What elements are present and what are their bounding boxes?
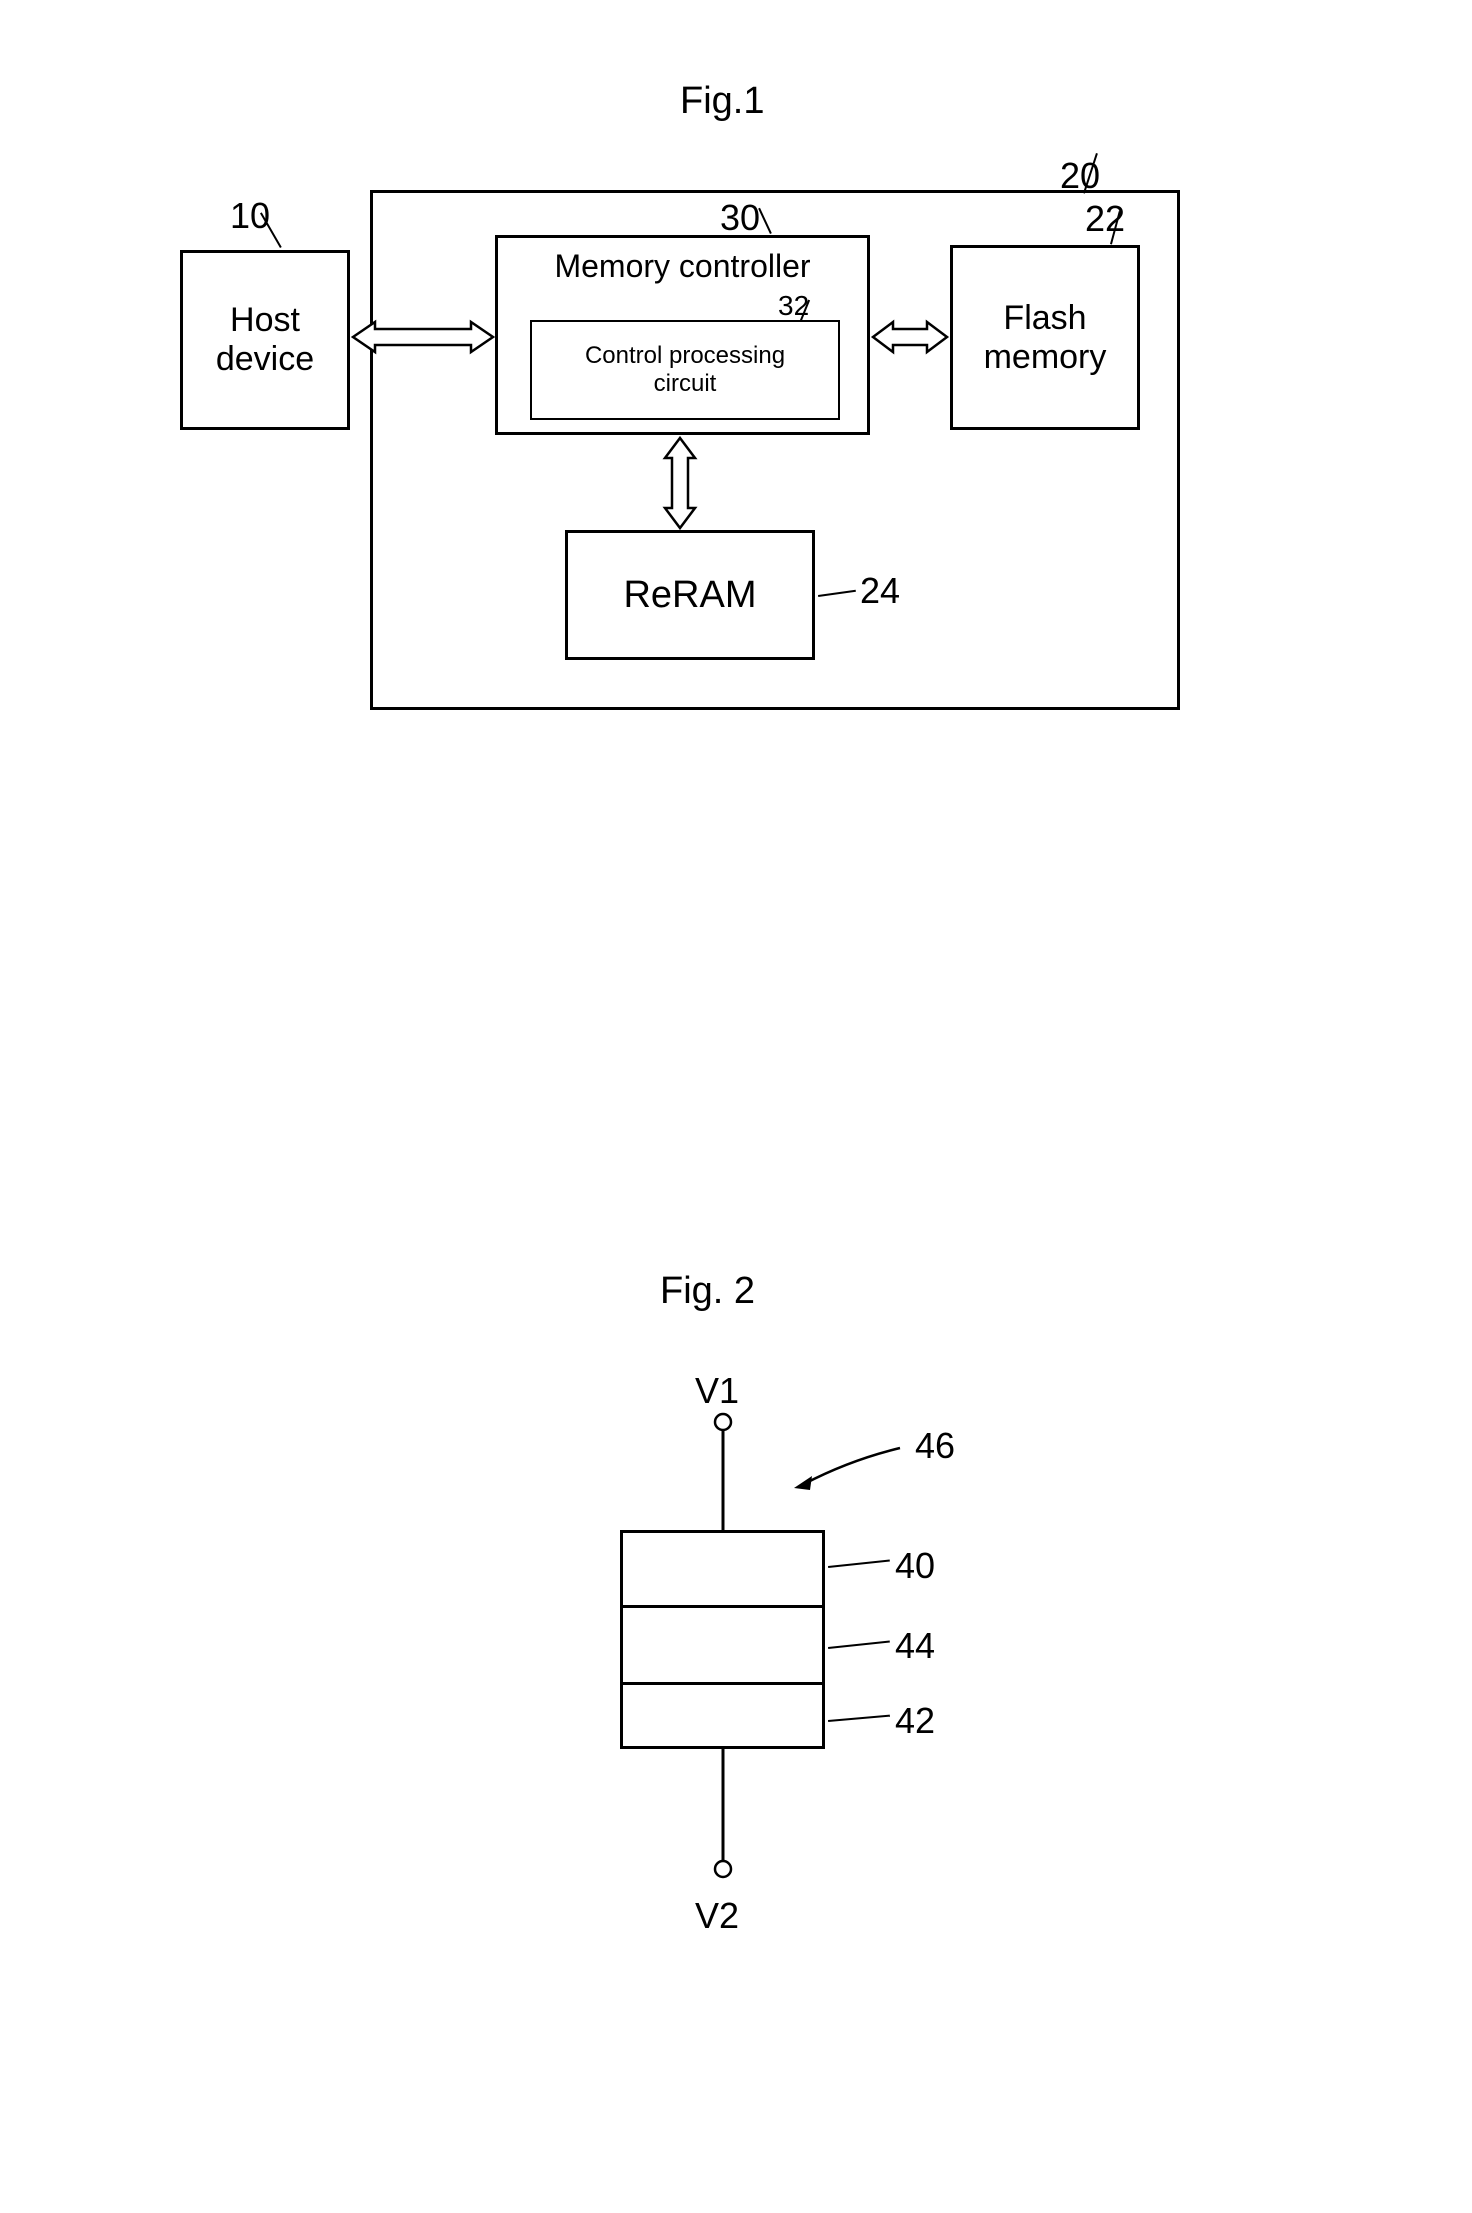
control-circuit-label-1: Control processing	[585, 342, 785, 370]
reram-label: ReRAM	[623, 574, 756, 617]
stack-layer-40	[620, 1530, 825, 1608]
arrow-controller-flash	[873, 320, 947, 354]
ref-42: 42	[895, 1700, 935, 1742]
arrow-controller-reram	[663, 438, 697, 528]
controller-label: Memory controller	[498, 248, 867, 285]
ref-40: 40	[895, 1545, 935, 1587]
ref-44: 44	[895, 1625, 935, 1667]
leader-44	[828, 1641, 890, 1649]
leader-42	[828, 1715, 890, 1722]
reram-box: ReRAM	[565, 530, 815, 660]
control-circuit-label-2: circuit	[654, 370, 717, 398]
ref-30: 30	[720, 197, 760, 239]
fig1-title: Fig.1	[680, 80, 764, 123]
ref-22: 22	[1085, 198, 1125, 240]
control-circuit-box: Control processing circuit	[530, 320, 840, 420]
v2-label: V2	[695, 1895, 739, 1937]
arrow-46	[790, 1440, 910, 1495]
host-label-1: Host	[230, 301, 300, 340]
host-label-2: device	[216, 340, 314, 379]
host-device-box: Host device	[180, 250, 350, 430]
stack-layer-44	[620, 1605, 825, 1685]
flash-label-2: memory	[984, 338, 1107, 377]
stack-layer-42	[620, 1682, 825, 1749]
ref-24: 24	[860, 570, 900, 612]
leader-40	[828, 1560, 890, 1568]
flash-label-1: Flash	[1003, 299, 1086, 338]
fig2-title: Fig. 2	[660, 1270, 755, 1313]
ref-46: 46	[915, 1425, 955, 1467]
flash-memory-box: Flash memory	[950, 245, 1140, 430]
arrow-host-controller	[353, 320, 493, 354]
v1-label: V1	[695, 1370, 739, 1412]
terminal-top	[713, 1412, 733, 1532]
terminal-bottom	[713, 1749, 733, 1879]
